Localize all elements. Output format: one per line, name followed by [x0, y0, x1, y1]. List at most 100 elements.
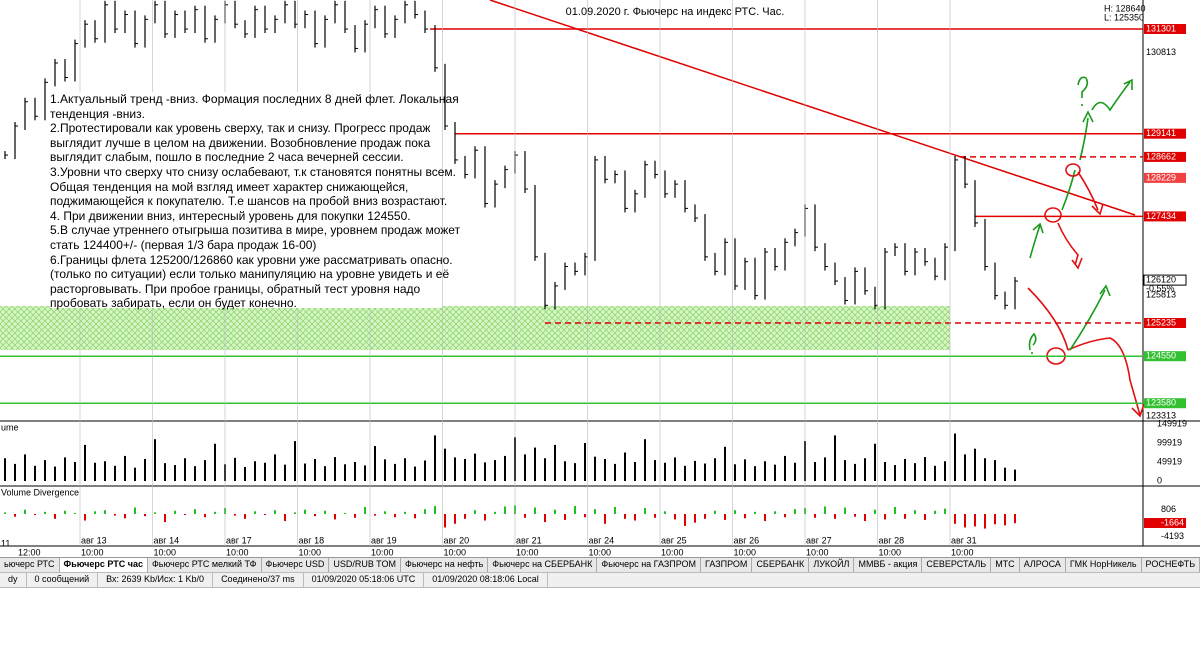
candle — [654, 160, 658, 179]
tab[interactable]: Фьючерс РТС мелкий ТФ — [148, 558, 262, 572]
time-label: 10:00 — [951, 547, 974, 556]
candle — [194, 5, 198, 34]
candle — [904, 243, 908, 276]
note-line: тенденция -вниз. — [50, 106, 145, 121]
candle — [264, 5, 268, 34]
drawings — [1027, 76, 1145, 418]
candle — [754, 257, 758, 300]
candle — [644, 160, 648, 198]
candle — [534, 184, 538, 261]
candle — [634, 189, 638, 213]
tab[interactable]: СБЕРБАНК — [752, 558, 810, 572]
candle — [614, 170, 618, 184]
candle — [64, 58, 68, 82]
volume-tick: 49919 — [1157, 456, 1182, 466]
candle — [274, 15, 278, 34]
date-label: авг 18 — [299, 535, 325, 545]
candle — [314, 10, 318, 48]
date-label: авг 21 — [516, 535, 542, 545]
candle — [734, 238, 738, 290]
candle — [624, 170, 628, 213]
level-box — [1144, 151, 1186, 162]
tab[interactable]: ЛУКОЙЛ — [809, 558, 855, 572]
tab[interactable]: ьючерс РТС — [0, 558, 60, 572]
candle — [814, 204, 818, 252]
candle — [34, 97, 38, 121]
high-label: H: 128640 — [1104, 3, 1146, 13]
candle — [244, 20, 248, 38]
zone — [0, 306, 950, 350]
tab[interactable]: ГАЗПРОМ — [701, 558, 753, 572]
date-label: авг 26 — [734, 535, 760, 545]
tab[interactable]: USD/RUB TOM — [329, 558, 402, 572]
candle — [864, 267, 868, 295]
volume-tick: 0 — [1157, 475, 1162, 485]
time-label: 10:00 — [734, 547, 757, 556]
tab-bar: ьючерс РТС Фьючерс РТС час Фьючерс РТС мел… — [0, 557, 1200, 572]
candle — [924, 247, 928, 266]
note-line: 6.Границы флета 125200/126860 как уровни… — [50, 252, 453, 267]
candle — [794, 228, 798, 247]
candle — [144, 15, 148, 48]
candle — [504, 165, 508, 189]
note-line: Общая тенденция на мой взгляд имеет хара… — [50, 179, 409, 194]
time-label: 10:00 — [516, 547, 539, 556]
divergence-tick: -1664 — [1161, 517, 1184, 527]
date-label: авг 20 — [444, 535, 470, 545]
date-label: авг 27 — [806, 535, 832, 545]
price-label: 130813 — [1146, 47, 1176, 57]
candle — [304, 10, 308, 29]
candle — [524, 151, 528, 193]
candle — [174, 10, 178, 38]
volume-tick: 149919 — [1157, 418, 1187, 428]
volume-tick: 99919 — [1157, 437, 1182, 447]
candle — [384, 5, 388, 38]
note-line: 1.Актуальный тренд -вниз. Формация после… — [50, 92, 459, 106]
level-box — [1144, 398, 1186, 409]
level-label: 128662 — [1146, 151, 1176, 161]
candle — [564, 262, 568, 290]
tab[interactable]: РОСНЕФТЬ — [1142, 558, 1200, 572]
candle — [164, 0, 168, 38]
tab[interactable]: МТС — [991, 558, 1020, 572]
divergence-tick: -4193 — [1161, 531, 1184, 541]
tab[interactable]: Фьючерс на ГАЗПРОМ — [597, 558, 702, 572]
date-label: авг 13 — [81, 535, 107, 545]
candle — [774, 247, 778, 271]
candle — [234, 0, 238, 29]
candle — [594, 155, 598, 261]
candle — [394, 15, 398, 38]
note-line: стать 124400+/- (первая 1/3 бара продаж … — [50, 237, 317, 252]
candle — [154, 0, 158, 24]
candle — [544, 252, 548, 310]
candle — [44, 78, 48, 121]
chart: 01.09.2020 г. Фьючерс на индекс РТС. Час… — [0, 0, 1200, 556]
tab[interactable]: ГМК НорНикель — [1066, 558, 1142, 572]
tab[interactable]: СЕВЕРСТАЛЬ — [922, 558, 992, 572]
tab[interactable]: Фьючерс USD — [262, 558, 330, 572]
note-line: 2.Протестировали как уровень сверху, так… — [50, 121, 431, 136]
current-price: 126120 — [1146, 274, 1176, 284]
tab[interactable]: Фьючерс на СБЕРБАНК — [488, 558, 598, 572]
candle — [834, 262, 838, 286]
candle — [464, 155, 468, 179]
time-label: 10:00 — [371, 547, 394, 556]
candle — [694, 204, 698, 223]
tab[interactable]: Фьючерс РТС час — [59, 558, 148, 572]
candle — [474, 146, 478, 179]
level-label: 123580 — [1146, 398, 1176, 408]
candle — [914, 247, 918, 276]
tab[interactable]: Фьючерс на нефть — [401, 558, 489, 572]
volume-label: ume — [1, 422, 19, 432]
tab[interactable]: АЛРОСА — [1020, 558, 1066, 572]
tab[interactable]: ММВБ - акция — [854, 558, 923, 572]
candle — [54, 58, 58, 87]
candle — [744, 257, 748, 290]
candle — [824, 243, 828, 271]
candle — [324, 15, 328, 48]
level-box — [1144, 172, 1186, 183]
candle — [944, 243, 948, 281]
candle — [574, 262, 578, 276]
date-label: авг 24 — [589, 535, 615, 545]
time-label: 10:00 — [154, 547, 177, 556]
